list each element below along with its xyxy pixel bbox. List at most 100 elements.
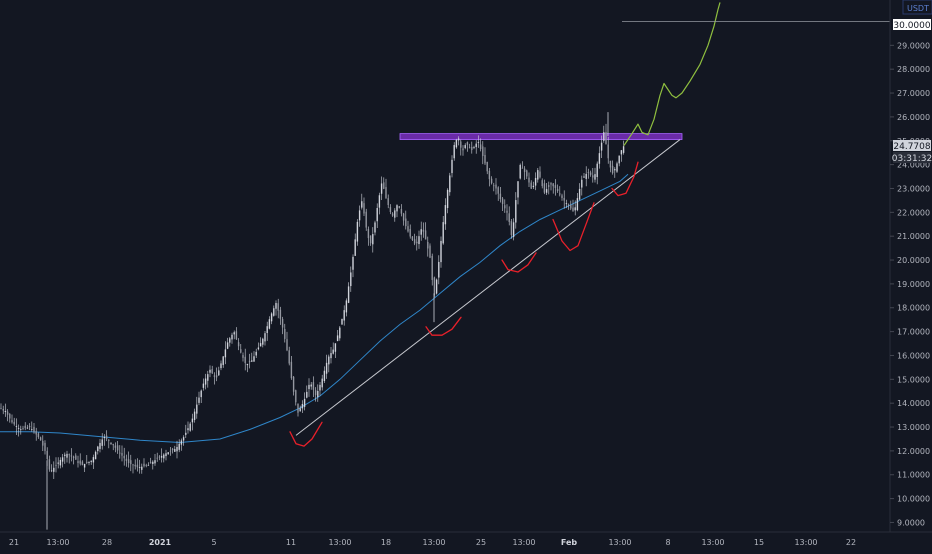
unit-label: USDT [907, 4, 929, 13]
y-tick-label: 19.0000 [897, 280, 930, 289]
candle-body [550, 183, 552, 185]
y-tick-label: 29.0000 [897, 41, 930, 50]
candle-body [438, 261, 440, 278]
candle-body [119, 452, 121, 454]
candle-body [565, 203, 568, 205]
candle-body [477, 142, 480, 143]
candle-body [284, 329, 286, 339]
candle-body [66, 453, 68, 458]
candle-body [297, 403, 299, 413]
candle-body [59, 459, 62, 466]
x-tick-label: 11 [286, 538, 296, 547]
candle-body [543, 183, 546, 193]
candle-body [387, 198, 389, 206]
candle-body [466, 142, 469, 145]
candle-body [402, 213, 405, 221]
candle-body [220, 363, 222, 369]
candle-body [358, 210, 361, 221]
candle-body [141, 466, 143, 470]
candle-body [339, 327, 341, 339]
candle-body [35, 431, 37, 435]
candle-body [486, 161, 488, 172]
support-arc[interactable] [289, 421, 323, 447]
candle-body [277, 303, 279, 311]
support-arc[interactable] [611, 161, 639, 197]
candle-body [600, 142, 603, 151]
ascending-trendline[interactable] [295, 139, 681, 436]
y-tick-label: 26.0000 [897, 113, 930, 122]
candle-body [196, 404, 198, 414]
candle-body [156, 457, 158, 459]
candle-body [380, 183, 383, 194]
candle-body [308, 384, 310, 390]
candle-body [462, 148, 464, 151]
candle-body [288, 350, 290, 364]
candle-body [46, 450, 48, 459]
candle-body [495, 184, 497, 189]
candle-body [152, 461, 154, 465]
candle-body [169, 450, 172, 452]
moving-average-line[interactable] [0, 173, 629, 444]
candle-body [528, 177, 530, 183]
candle-body [332, 349, 334, 354]
candle-body [592, 175, 594, 178]
candle-body [385, 187, 387, 199]
candle-body [609, 160, 612, 168]
candle-body [603, 132, 605, 141]
projection-path[interactable] [623, 2, 721, 146]
support-arc[interactable] [501, 252, 537, 273]
candle-body [88, 461, 90, 463]
candle-body [394, 210, 396, 218]
x-tick-label: 5 [211, 538, 216, 547]
candle-body [83, 463, 86, 468]
candle-body [411, 236, 414, 240]
candle-body [295, 390, 297, 403]
candle-body [292, 376, 295, 392]
candle-body [270, 313, 273, 322]
candle-body [264, 333, 266, 342]
candle-body [112, 444, 114, 446]
candle-body [237, 342, 240, 347]
candle-body [17, 428, 20, 429]
support-arc[interactable] [425, 316, 462, 336]
candle-body [163, 454, 165, 459]
candle-body [301, 403, 304, 409]
candle-body [361, 201, 363, 208]
y-tick-label: 15.0000 [897, 375, 930, 384]
candle-body [446, 189, 449, 209]
candle-body [105, 435, 108, 439]
candle-body [37, 433, 40, 438]
candle-body [418, 236, 420, 245]
candle-body [48, 459, 51, 470]
candle-body [281, 318, 284, 328]
candle-body [259, 343, 262, 347]
candle-body [479, 144, 482, 150]
candle-body [246, 363, 249, 366]
candle-body [42, 440, 44, 446]
candle-body [253, 356, 255, 362]
y-tick-label: 20.0000 [897, 256, 930, 265]
candle-body [44, 442, 46, 451]
candle-body [224, 349, 227, 358]
candle-body [545, 189, 548, 193]
x-tick-label: 28 [102, 538, 112, 547]
candle-body [420, 229, 422, 235]
candle-body [242, 355, 244, 358]
y-tick-label: 12.0000 [897, 447, 930, 456]
candle-body [581, 179, 583, 188]
candle-body [77, 461, 79, 463]
candle-body [165, 453, 167, 457]
resistance-zone[interactable] [399, 133, 683, 140]
candle-body [596, 163, 598, 178]
candle-body [266, 326, 268, 334]
candle-body [28, 426, 31, 428]
candle-body [207, 374, 209, 381]
support-arc[interactable] [552, 202, 595, 252]
candle-body [389, 207, 392, 213]
candle-body [407, 226, 409, 232]
candle-body [160, 455, 163, 458]
time-axis[interactable]: 21 13:00 28 2021 5 11 13:00 18 13:00 25 13:00 Feb 13… [9, 538, 856, 547]
x-tick-label: 13:00 [794, 538, 817, 547]
